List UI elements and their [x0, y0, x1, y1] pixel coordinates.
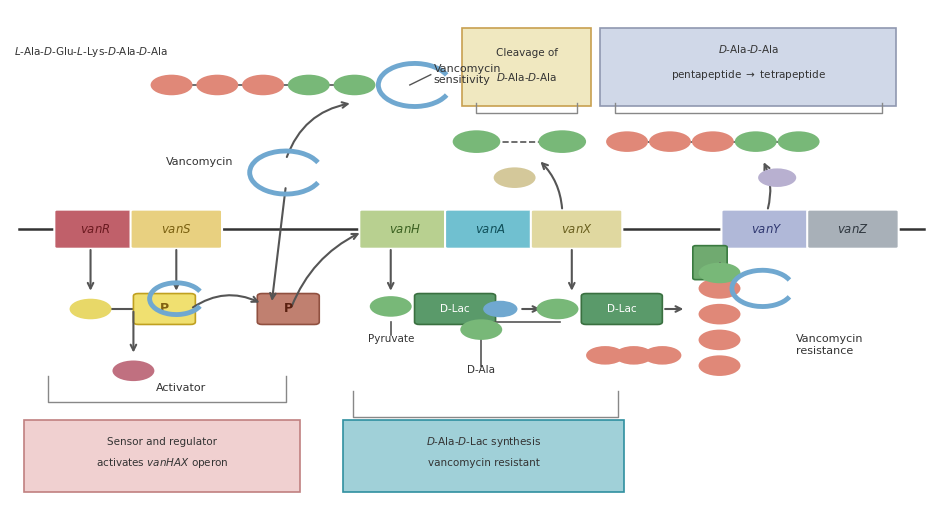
Ellipse shape	[585, 346, 624, 365]
Text: $\it{vanX}$: $\it{vanX}$	[560, 222, 592, 236]
Text: $\mathit{L}$-Ala-$\mathit{D}$-Glu-$\mathit{L}$-Lys-$\mathit{D}$-Ala-$\mathit{D}$: $\mathit{L}$-Ala-$\mathit{D}$-Glu-$\math…	[14, 45, 169, 59]
FancyBboxPatch shape	[359, 210, 450, 249]
FancyBboxPatch shape	[257, 294, 319, 324]
FancyBboxPatch shape	[721, 210, 812, 249]
Ellipse shape	[452, 130, 500, 153]
FancyBboxPatch shape	[581, 294, 662, 324]
Ellipse shape	[369, 296, 411, 317]
FancyBboxPatch shape	[692, 246, 726, 280]
Ellipse shape	[734, 131, 776, 152]
Ellipse shape	[698, 278, 740, 299]
Ellipse shape	[605, 131, 647, 152]
Text: Sensor and regulator: Sensor and regulator	[107, 437, 217, 448]
Ellipse shape	[196, 75, 238, 95]
Text: $\it{vanA}$: $\it{vanA}$	[475, 222, 506, 236]
Ellipse shape	[643, 346, 681, 365]
Text: D-Lac: D-Lac	[440, 304, 469, 314]
FancyBboxPatch shape	[600, 28, 895, 106]
Text: Cleavage of: Cleavage of	[495, 48, 557, 58]
Text: Vancomycin
resistance: Vancomycin resistance	[795, 334, 863, 356]
FancyBboxPatch shape	[445, 210, 536, 249]
Text: $\it{vanH}$: $\it{vanH}$	[388, 222, 421, 236]
Ellipse shape	[150, 75, 192, 95]
Text: Pyruvate: Pyruvate	[367, 334, 413, 345]
Text: $\it{vanS}$: $\it{vanS}$	[161, 222, 191, 236]
Text: $\mathit{D}$-Ala-$\mathit{D}$-Lac synthesis: $\mathit{D}$-Ala-$\mathit{D}$-Lac synthe…	[426, 436, 541, 450]
FancyBboxPatch shape	[414, 294, 495, 324]
Text: $\mathit{D}$-Ala-$\mathit{D}$-Ala: $\mathit{D}$-Ala-$\mathit{D}$-Ala	[495, 72, 557, 83]
Ellipse shape	[112, 360, 154, 381]
Ellipse shape	[777, 131, 819, 152]
Text: Activator: Activator	[156, 383, 206, 393]
Ellipse shape	[698, 330, 740, 350]
Ellipse shape	[758, 168, 796, 187]
Ellipse shape	[538, 130, 585, 153]
Text: P: P	[160, 302, 169, 316]
FancyBboxPatch shape	[462, 28, 590, 106]
Ellipse shape	[698, 263, 740, 283]
Text: $\it{vanY}$: $\it{vanY}$	[750, 222, 783, 236]
Ellipse shape	[483, 301, 517, 317]
Text: P: P	[284, 302, 292, 316]
Text: Vancomycin
sensitivity: Vancomycin sensitivity	[433, 64, 501, 85]
Text: $\it{vanR}$: $\it{vanR}$	[80, 222, 110, 236]
FancyBboxPatch shape	[530, 210, 622, 249]
Ellipse shape	[460, 319, 502, 340]
FancyBboxPatch shape	[133, 294, 195, 324]
Ellipse shape	[691, 131, 733, 152]
Text: activates $\mathit{vanHAX}$ operon: activates $\mathit{vanHAX}$ operon	[95, 456, 228, 470]
Text: D-Lac: D-Lac	[606, 304, 636, 314]
Ellipse shape	[69, 299, 111, 319]
Ellipse shape	[242, 75, 284, 95]
Ellipse shape	[536, 299, 578, 319]
Ellipse shape	[698, 304, 740, 324]
Text: D-Ala: D-Ala	[466, 365, 495, 375]
Ellipse shape	[698, 355, 740, 376]
FancyBboxPatch shape	[54, 210, 136, 249]
Ellipse shape	[648, 131, 690, 152]
Ellipse shape	[288, 75, 329, 95]
Text: $\mathit{D}$-Ala-$\mathit{D}$-Ala: $\mathit{D}$-Ala-$\mathit{D}$-Ala	[717, 43, 778, 55]
FancyBboxPatch shape	[806, 210, 898, 249]
Text: Vancomycin: Vancomycin	[167, 157, 233, 167]
FancyBboxPatch shape	[130, 210, 222, 249]
Text: vancomycin resistant: vancomycin resistant	[427, 458, 539, 468]
Ellipse shape	[493, 167, 535, 188]
FancyBboxPatch shape	[343, 420, 624, 492]
Ellipse shape	[614, 346, 652, 365]
Text: pentapeptide $\rightarrow$ tetrapeptide: pentapeptide $\rightarrow$ tetrapeptide	[670, 68, 824, 82]
Text: $\it{vanZ}$: $\it{vanZ}$	[836, 222, 868, 236]
Ellipse shape	[333, 75, 375, 95]
FancyBboxPatch shape	[24, 420, 300, 492]
